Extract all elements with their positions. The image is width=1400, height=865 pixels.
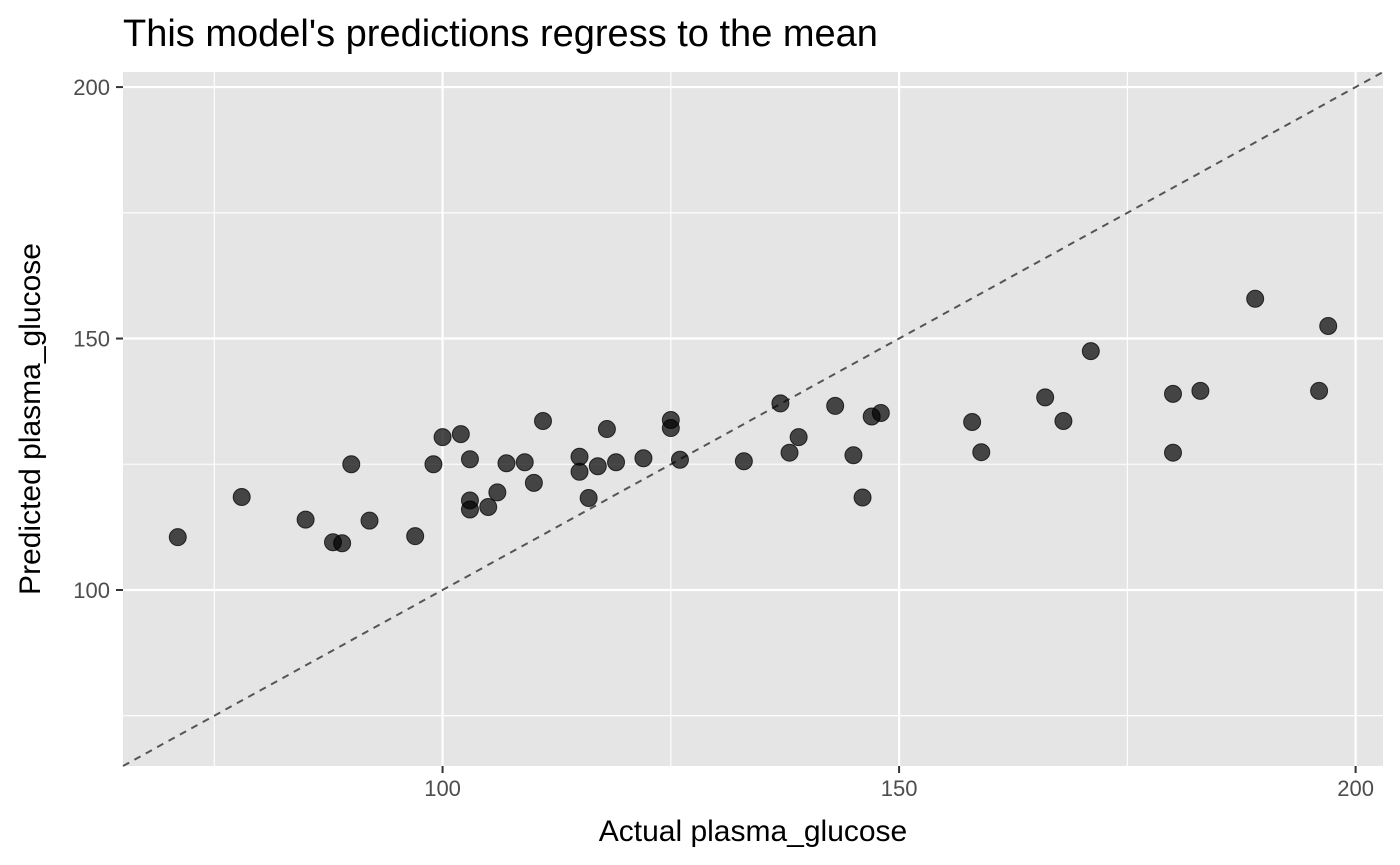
identity-reference-line (122, 71, 1384, 767)
data-point (515, 453, 534, 472)
data-point (1310, 381, 1329, 400)
x-tick-label: 150 (881, 776, 918, 801)
data-point (871, 403, 890, 422)
data-point (451, 425, 470, 444)
data-point (1319, 316, 1338, 335)
data-point (771, 394, 790, 413)
data-point (232, 487, 251, 506)
data-point (360, 511, 379, 530)
data-point (607, 453, 626, 472)
data-point (963, 413, 982, 432)
y-axis-ticks: 100 150 200 (73, 75, 123, 603)
data-point (853, 488, 872, 507)
y-tick-label: 150 (73, 327, 110, 352)
data-point (570, 447, 589, 466)
data-point (497, 454, 516, 473)
data-point (1164, 443, 1182, 462)
data-point (479, 498, 498, 517)
data-point (1081, 342, 1100, 361)
data-point (534, 412, 552, 431)
data-point (433, 428, 452, 447)
data-point (789, 428, 808, 447)
data-point (634, 449, 653, 468)
data-point (570, 462, 589, 481)
data-point (406, 527, 425, 546)
data-point (972, 443, 991, 462)
data-point (424, 455, 443, 474)
data-point (168, 528, 187, 547)
y-tick-label: 200 (73, 75, 110, 100)
data-point (1036, 388, 1055, 407)
data-point (1164, 384, 1182, 403)
x-axis-ticks: 100 150 200 (424, 766, 1374, 801)
data-point (333, 534, 352, 553)
y-tick-label: 100 (73, 578, 110, 603)
chart-title: This model's predictions regress to the … (123, 13, 878, 55)
data-point (734, 452, 753, 471)
data-point (488, 483, 507, 502)
data-point (296, 510, 315, 529)
data-point (1191, 381, 1210, 400)
data-point (597, 420, 616, 439)
data-point (670, 450, 689, 469)
data-point (460, 450, 479, 469)
data-point (844, 446, 863, 465)
data-point (524, 473, 543, 492)
data-point (460, 500, 479, 519)
y-axis-title: Predicted plasma_glucose (14, 243, 47, 595)
x-axis-title: Actual plasma_glucose (599, 815, 908, 848)
data-point (826, 396, 845, 415)
data-point (661, 419, 680, 438)
data-points (168, 289, 1338, 553)
major-gridlines (123, 72, 1383, 766)
data-point (342, 455, 361, 474)
x-tick-label: 100 (424, 776, 461, 801)
data-point (780, 443, 799, 462)
data-point (588, 457, 607, 476)
data-point (579, 488, 598, 507)
data-point (1246, 289, 1265, 308)
x-tick-label: 200 (1337, 776, 1374, 801)
data-point (1054, 412, 1073, 431)
